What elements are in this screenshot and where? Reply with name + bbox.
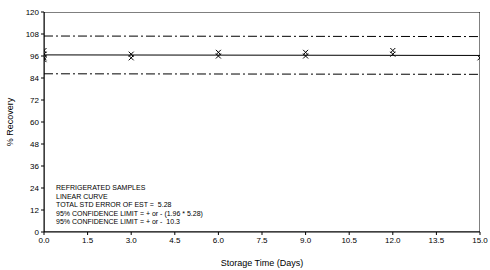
html-text:REFRIGERATED SAMPLES: REFRIGERATED SAMPLES <box>56 184 146 191</box>
svg-text:7.5: 7.5 <box>256 236 268 245</box>
svg-text:12.0: 12.0 <box>385 236 401 245</box>
svg-text:9.0: 9.0 <box>300 236 312 245</box>
svg-text:% Recovery: % Recovery <box>8 97 15 146</box>
svg-text:84: 84 <box>30 74 39 83</box>
svg-text:13.5: 13.5 <box>429 236 445 245</box>
svg-text:108: 108 <box>26 30 40 39</box>
html-text:95% CONFIDENCE LIMIT = + or -: 95% CONFIDENCE LIMIT = + or - 10.3 <box>56 218 180 225</box>
svg-text:96: 96 <box>30 52 39 61</box>
svg-text:72: 72 <box>30 96 39 105</box>
svg-text:10.5: 10.5 <box>341 236 357 245</box>
html-text:TOTAL STD ERROR OF EST = 5.28: TOTAL STD ERROR OF EST = 5.28 <box>56 201 172 208</box>
svg-text:24: 24 <box>30 184 39 193</box>
html-text:95% CONFIDENCE LIMIT = + or -: 95% CONFIDENCE LIMIT = + or - (1.96 * 5.… <box>56 209 203 217</box>
html-text:LINEAR CURVE: LINEAR CURVE <box>56 192 108 200</box>
svg-text:0: 0 <box>35 228 40 237</box>
svg-text:48: 48 <box>30 140 39 149</box>
svg-text:1.5: 1.5 <box>82 236 94 245</box>
svg-text:0.0: 0.0 <box>38 236 50 245</box>
svg-text:4.5: 4.5 <box>169 236 181 245</box>
svg-text:60: 60 <box>30 118 39 127</box>
svg-text:6.0: 6.0 <box>213 236 225 245</box>
svg-text:36: 36 <box>30 162 39 171</box>
svg-text:15.0: 15.0 <box>472 236 482 245</box>
svg-text:Storage Time (Days): Storage Time (Days) <box>221 258 304 268</box>
svg-text:3.0: 3.0 <box>126 236 138 245</box>
svg-text:120: 120 <box>26 8 40 17</box>
svg-text:12: 12 <box>30 206 39 215</box>
